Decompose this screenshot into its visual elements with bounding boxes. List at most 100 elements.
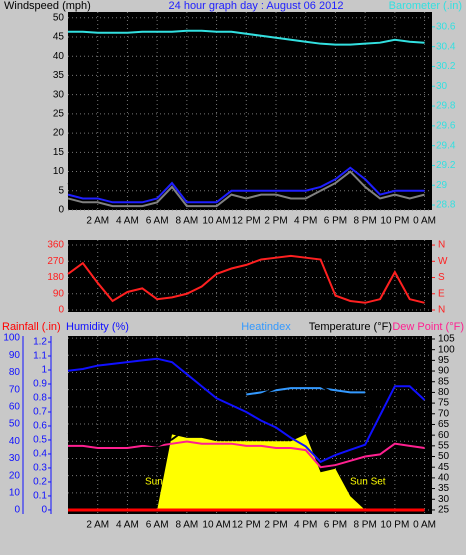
y-tick-label: 0.8 xyxy=(33,393,47,404)
y-tick-label: 29.2 xyxy=(436,160,456,171)
y-tick-label: 0 xyxy=(58,305,64,316)
y-tick-label: 80 xyxy=(9,367,21,378)
y-tick-label: 40 xyxy=(9,436,21,447)
y-tick-label: 85 xyxy=(438,376,450,387)
y-tick-label: 60 xyxy=(438,430,450,441)
y-tick-label: 55 xyxy=(438,440,450,451)
x-tick-label: 4 AM xyxy=(116,216,139,227)
y-tick-label: 29.8 xyxy=(436,101,456,112)
y-tick-label: 60 xyxy=(9,401,21,412)
x-tick-label: 0 AM xyxy=(413,520,436,531)
series-line xyxy=(67,170,425,208)
annotation: Sun Rise xyxy=(145,477,186,488)
y-tick-label: 0.4 xyxy=(33,449,47,460)
y-tick-label: E xyxy=(438,288,445,299)
y-tick-label: 105 xyxy=(438,334,455,345)
y-tick-label: 100 xyxy=(438,344,455,355)
heatindex-label: Heatindex xyxy=(241,321,291,333)
y-tick-label: 95 xyxy=(438,355,450,366)
y-tick-label: 30 xyxy=(9,453,21,464)
y-tick-label: 1.1 xyxy=(33,351,47,362)
x-tick-label: 8 PM xyxy=(353,216,376,227)
x-tick-label: 6 PM xyxy=(324,520,347,531)
dewpoint-label: Dew Point (°F) xyxy=(392,321,464,333)
windspeed-label: Windspeed (mph) xyxy=(4,0,91,12)
y-tick-label: N xyxy=(438,305,445,316)
y-tick-label: 35 xyxy=(438,483,450,494)
y-tick-label: 90 xyxy=(53,288,65,299)
y-tick-label: 30.4 xyxy=(436,41,456,52)
y-tick-label: S xyxy=(438,272,445,283)
y-tick-label: 0.7 xyxy=(33,407,47,418)
x-tick-label: 4 PM xyxy=(294,520,317,531)
y-tick-label: 30.2 xyxy=(436,61,456,72)
series-line xyxy=(68,29,425,46)
x-tick-label: 2 AM xyxy=(86,520,109,531)
y-tick-label: 29 xyxy=(436,180,448,191)
y-tick-label: 75 xyxy=(438,398,450,409)
y-tick-label: 10 xyxy=(9,487,21,498)
y-tick-label: W xyxy=(438,256,448,267)
humidity-label: Humidity (%) xyxy=(66,321,129,333)
y-tick-label: 30 xyxy=(53,89,65,100)
series-line xyxy=(67,380,425,447)
y-tick-label: 10 xyxy=(53,166,65,177)
y-tick-label: 50 xyxy=(53,12,65,23)
y-tick-label: 40 xyxy=(53,51,65,62)
y-tick-label: 30.6 xyxy=(436,21,456,32)
y-tick-label: 0 xyxy=(58,205,64,216)
plot-area xyxy=(68,240,432,312)
x-tick-label: 10 AM xyxy=(202,216,230,227)
x-tick-label: 12 PM xyxy=(232,520,261,531)
y-tick-label: 80 xyxy=(438,387,450,398)
x-tick-label: 12 PM xyxy=(232,216,261,227)
x-tick-label: 4 PM xyxy=(294,216,317,227)
y-tick-label: 0.5 xyxy=(33,435,47,446)
series-line xyxy=(68,440,425,469)
y-tick-label: 70 xyxy=(9,384,21,395)
y-tick-label: 1.2 xyxy=(33,337,47,348)
y-tick-label: 20 xyxy=(53,128,65,139)
chart-title: 24 hour graph day : August 06 2012 xyxy=(169,0,344,12)
x-tick-label: 6 AM xyxy=(146,216,169,227)
y-tick-label: 0.9 xyxy=(33,379,47,390)
y-tick-label: 70 xyxy=(438,408,450,419)
series-line xyxy=(67,254,425,304)
y-tick-label: 40 xyxy=(438,473,450,484)
y-tick-label: 5 xyxy=(58,185,64,196)
x-tick-label: 8 AM xyxy=(175,216,198,227)
y-tick-label: N xyxy=(438,240,445,251)
y-tick-label: 50 xyxy=(9,419,21,430)
y-tick-label: 29.6 xyxy=(436,120,456,131)
x-tick-label: 4 AM xyxy=(116,520,139,531)
x-tick-label: 6 PM xyxy=(324,216,347,227)
y-tick-label: 35 xyxy=(53,70,65,81)
y-tick-label: 0 xyxy=(41,505,47,516)
y-tick-label: 28.8 xyxy=(436,200,456,211)
y-tick-label: 0.1 xyxy=(33,491,47,502)
y-tick-label: 29.4 xyxy=(436,140,456,151)
x-tick-label: 10 PM xyxy=(380,216,409,227)
x-tick-label: 8 AM xyxy=(175,520,198,531)
y-tick-label: 30 xyxy=(436,81,448,92)
annotation: Sun Set xyxy=(350,477,386,488)
y-tick-label: 100 xyxy=(3,333,20,344)
y-tick-label: 45 xyxy=(53,32,65,43)
y-tick-label: 270 xyxy=(47,256,64,267)
y-tick-label: 15 xyxy=(53,147,65,158)
x-tick-label: 6 AM xyxy=(146,520,169,531)
y-tick-label: 180 xyxy=(47,272,64,283)
y-tick-label: 25 xyxy=(438,505,450,516)
y-tick-label: 45 xyxy=(438,462,450,473)
y-tick-label: 0.3 xyxy=(33,463,47,474)
x-tick-label: 8 PM xyxy=(353,520,376,531)
y-tick-label: 0 xyxy=(14,505,20,516)
series-line xyxy=(67,139,425,204)
y-tick-label: 360 xyxy=(47,240,64,251)
barometer-label: Barometer (.in) xyxy=(389,0,462,12)
x-tick-label: 10 PM xyxy=(380,520,409,531)
y-tick-label: 90 xyxy=(438,366,450,377)
rainfall-label: Rainfall (.in) xyxy=(2,321,61,333)
solar-area xyxy=(68,434,425,511)
